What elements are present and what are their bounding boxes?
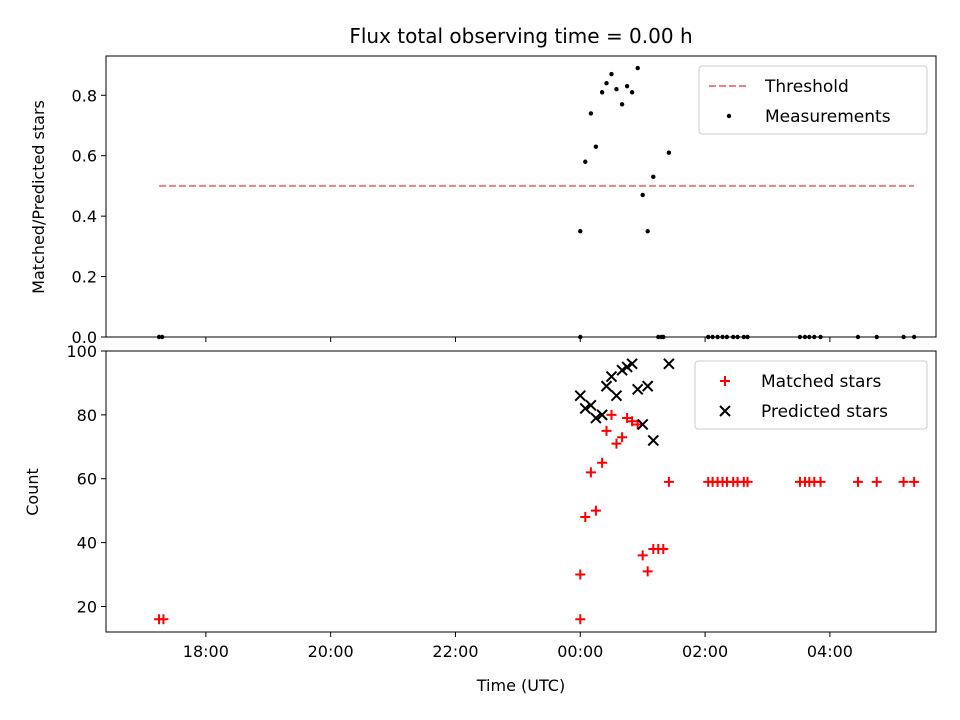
point-matched-stars-3 bbox=[575, 569, 586, 580]
count-panel: 20 40 60 80 100 18:00 20:00 22:00 00:00 02:00 04:0… bbox=[66, 342, 937, 661]
y-tick-label-counts-3: 80 bbox=[77, 406, 97, 425]
axes-frame-ratio bbox=[105, 55, 937, 338]
point-measurements-13 bbox=[635, 65, 640, 71]
legend-label-threshold: Threshold bbox=[764, 77, 849, 97]
point-measurements-7 bbox=[604, 80, 609, 86]
x-tick-label-0: 18:00 bbox=[183, 642, 229, 661]
point-matched-stars-5 bbox=[585, 467, 596, 478]
y-tick-label-ratio-1: 0.2 bbox=[72, 268, 97, 287]
legend-label-predicted-stars: Predicted stars bbox=[761, 402, 888, 422]
point-matched-stars-29 bbox=[742, 476, 753, 487]
point-matched-stars-1 bbox=[158, 614, 169, 625]
x-tick-label-5: 04:00 bbox=[807, 642, 853, 661]
y-tick-label-counts-1: 40 bbox=[77, 534, 97, 553]
point-predicted-stars-9 bbox=[621, 361, 633, 373]
ratio-panel: 0.0 0.2 0.4 0.6 0.8 Threshold Measurements bbox=[72, 55, 937, 347]
point-matched-stars-19 bbox=[658, 543, 669, 554]
legend-label-measurements: Measurements bbox=[765, 107, 891, 127]
point-measurements-19 bbox=[666, 150, 672, 155]
point-predicted-stars-4 bbox=[596, 409, 608, 421]
legend-handle-predicted-stars bbox=[719, 405, 731, 417]
point-matched-stars-36 bbox=[871, 476, 882, 487]
legend-counts: Matched stars Predicted stars bbox=[694, 360, 928, 430]
y-axis-label-ratio: Matched/Predicted stars bbox=[29, 100, 48, 294]
y-tick-label-ratio-2: 0.4 bbox=[72, 207, 97, 226]
y-tick-label-counts-0: 20 bbox=[77, 597, 97, 616]
point-matched-stars-15 bbox=[637, 550, 648, 561]
point-matched-stars-34 bbox=[815, 476, 826, 487]
x-tick-label-1: 20:00 bbox=[308, 642, 354, 661]
y-tick-label-ratio-3: 0.6 bbox=[72, 147, 97, 166]
point-measurements-3 bbox=[583, 159, 588, 164]
series-predicted-stars bbox=[574, 358, 675, 447]
legend-label-matched-stars: Matched stars bbox=[761, 372, 881, 392]
series-measurements bbox=[156, 65, 917, 340]
point-measurements-12 bbox=[629, 90, 635, 95]
point-predicted-stars-2 bbox=[585, 399, 597, 411]
point-measurements-11 bbox=[624, 84, 630, 89]
point-predicted-stars-10 bbox=[626, 358, 638, 370]
point-matched-stars-7 bbox=[597, 457, 608, 468]
point-matched-stars-8 bbox=[601, 425, 612, 436]
point-matched-stars-11 bbox=[617, 432, 628, 443]
point-predicted-stars-6 bbox=[605, 370, 618, 383]
y-tick-label-counts-4: 100 bbox=[66, 342, 97, 361]
point-predicted-stars-11 bbox=[631, 383, 644, 396]
point-matched-stars-38 bbox=[909, 476, 920, 487]
point-predicted-stars-5 bbox=[600, 380, 613, 392]
point-measurements-2 bbox=[578, 229, 583, 234]
legend-ratio: Threshold Measurements bbox=[698, 65, 928, 135]
point-predicted-stars-1 bbox=[579, 402, 591, 415]
point-predicted-stars-3 bbox=[590, 412, 602, 424]
point-matched-stars-16 bbox=[642, 566, 653, 577]
point-predicted-stars-7 bbox=[610, 389, 623, 402]
point-matched-stars-35 bbox=[852, 476, 863, 487]
legend-handle-matched-stars bbox=[720, 376, 730, 386]
point-matched-stars-10 bbox=[611, 438, 622, 449]
point-matched-stars-14 bbox=[632, 419, 643, 430]
x-tick-label-2: 22:00 bbox=[432, 642, 478, 661]
legend-box-ratio bbox=[698, 65, 928, 135]
legend-box-counts bbox=[694, 360, 928, 430]
x-axis-label: Time (UTC) bbox=[476, 676, 565, 695]
legend-handle-measurements bbox=[726, 113, 732, 119]
y-tick-label-ratio-0: 0.0 bbox=[72, 328, 97, 347]
point-matched-stars-6 bbox=[590, 505, 601, 516]
x-tick-label-3: 00:00 bbox=[557, 642, 603, 661]
point-matched-stars-20 bbox=[663, 476, 674, 487]
point-predicted-stars-13 bbox=[641, 380, 654, 392]
point-measurements-8 bbox=[609, 71, 614, 77]
point-measurements-6 bbox=[599, 90, 605, 95]
y-tick-label-counts-2: 60 bbox=[77, 470, 97, 489]
y-axis-label-count: Count bbox=[23, 468, 42, 516]
y-tick-label-ratio-4: 0.8 bbox=[72, 86, 97, 105]
point-predicted-stars-14 bbox=[647, 434, 660, 447]
axes-frame-counts bbox=[105, 350, 937, 633]
point-predicted-stars-15 bbox=[663, 358, 675, 370]
point-measurements-16 bbox=[651, 174, 656, 180]
x-tick-label-4: 02:00 bbox=[682, 642, 728, 661]
point-measurements-15 bbox=[645, 229, 650, 234]
point-predicted-stars-12 bbox=[636, 418, 649, 431]
chart-title: Flux total observing time = 0.00 h bbox=[349, 24, 692, 48]
point-measurements-5 bbox=[593, 144, 599, 149]
point-matched-stars-2 bbox=[575, 614, 586, 625]
point-measurements-14 bbox=[640, 192, 645, 198]
point-predicted-stars-0 bbox=[574, 389, 586, 402]
point-matched-stars-9 bbox=[606, 409, 617, 420]
point-matched-stars-13 bbox=[627, 416, 638, 427]
point-measurements-10 bbox=[619, 102, 625, 107]
point-predicted-stars-8 bbox=[616, 364, 628, 376]
point-measurements-9 bbox=[614, 87, 619, 92]
point-measurements-4 bbox=[588, 111, 594, 116]
point-matched-stars-4 bbox=[580, 512, 591, 523]
series-matched-stars bbox=[154, 409, 920, 625]
point-matched-stars-37 bbox=[898, 476, 909, 487]
